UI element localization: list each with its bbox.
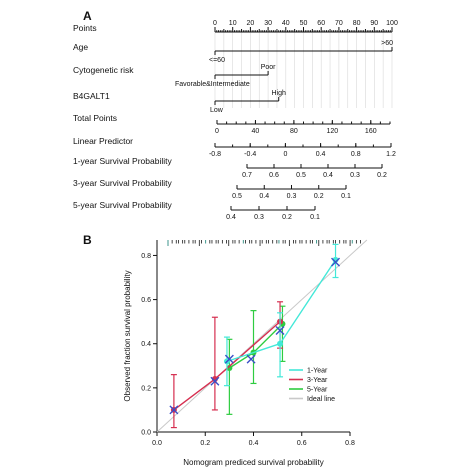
observed-cross bbox=[224, 354, 234, 364]
observed-cross bbox=[169, 405, 179, 415]
nomogram-tick-label: 1.2 bbox=[386, 151, 396, 158]
x-tick-label: 0.8 bbox=[345, 440, 355, 447]
calibration-panel: 0.00.0 0.2 0.2 0.4 0.4 0.6 0.6 0.8 0.8 Nomogram p… bbox=[123, 239, 368, 467]
points-tick-label: 30 bbox=[264, 20, 272, 27]
nomogram-tick-label: 0.4 bbox=[323, 172, 333, 179]
legend-label: 1-Year bbox=[307, 368, 328, 375]
x-tick-label: 0.4 bbox=[249, 440, 259, 447]
nomogram-tick-label: -0.8 bbox=[209, 151, 221, 158]
observed-cross bbox=[246, 354, 256, 364]
nomogram-row-label: 5-year Survival Probability bbox=[73, 200, 172, 210]
nomogram-tick-label: 0.1 bbox=[341, 193, 351, 200]
nomogram-tick-label: 0.4 bbox=[316, 151, 326, 158]
nomogram-tick-label: 0.5 bbox=[232, 193, 242, 200]
x-tick-label: 0.2 bbox=[200, 440, 210, 447]
nomogram-row-label: 1-year Survival Probability bbox=[73, 156, 172, 166]
nomogram-tick-label: 0.3 bbox=[287, 193, 297, 200]
y-tick-label: 0.4 bbox=[141, 341, 151, 348]
nomogram-tick-label: 0.6 bbox=[269, 172, 279, 179]
nomogram-panel: Points Age Cytogenetic risk B4GALT1 Total Po… bbox=[73, 20, 398, 221]
y-axis-title: Observed fraction survival probability bbox=[123, 270, 132, 401]
nomogram-tick-label: 0.1 bbox=[310, 214, 320, 221]
legend-label: Ideal line bbox=[307, 396, 335, 403]
points-tick-label: 90 bbox=[370, 20, 378, 27]
legend-label: 5-Year bbox=[307, 387, 328, 394]
y-tick-label: 0.0 bbox=[141, 430, 151, 437]
points-tick-label: 70 bbox=[335, 20, 343, 27]
observed-cross bbox=[275, 325, 285, 335]
nomogram-row-label: 3-year Survival Probability bbox=[73, 178, 172, 188]
nomogram-tick-label: 0.3 bbox=[254, 214, 264, 221]
nomogram-level-label: <=60 bbox=[209, 57, 225, 64]
nomogram-tick-label: 0.2 bbox=[377, 172, 387, 179]
points-tick-label: 0 bbox=[213, 20, 217, 27]
observed-cross bbox=[210, 376, 220, 386]
nomogram-tick-label: 0 bbox=[283, 151, 287, 158]
nomogram-row-label: Cytogenetic risk bbox=[73, 65, 134, 75]
nomogram-level-label: Low bbox=[210, 107, 224, 114]
nomogram-row-label: Total Points bbox=[73, 113, 117, 123]
data-point bbox=[277, 340, 284, 347]
nomogram-tick-label: 40 bbox=[252, 128, 260, 135]
nomogram-level-label: Poor bbox=[261, 64, 276, 71]
points-tick-label: 100 bbox=[386, 20, 398, 27]
nomogram-tick-label: 0 bbox=[215, 128, 219, 135]
ideal-line bbox=[156, 239, 368, 433]
observed-cross bbox=[331, 257, 341, 267]
nomogram-row-label: B4GALT1 bbox=[73, 91, 110, 101]
nomogram-tick-label: 0.7 bbox=[242, 172, 252, 179]
y-tick-label: 0.8 bbox=[141, 253, 151, 260]
x-tick-label: 0.0 bbox=[152, 440, 162, 447]
nomogram-tick-label: -0.4 bbox=[244, 151, 256, 158]
nomogram-row-label: Age bbox=[73, 42, 88, 52]
nomogram-tick-label: 0.5 bbox=[296, 172, 306, 179]
y-tick-label: 0.2 bbox=[141, 385, 151, 392]
nomogram-tick-label: 80 bbox=[290, 128, 298, 135]
points-tick-label: 80 bbox=[353, 20, 361, 27]
nomogram-level-label: High bbox=[272, 90, 287, 97]
nomogram-level-label: Favorable&Intermediate bbox=[175, 81, 250, 88]
panel-a-label: A bbox=[83, 9, 92, 23]
points-tick-label: 20 bbox=[247, 20, 255, 27]
nomogram-tick-label: 160 bbox=[365, 128, 377, 135]
y-tick-label: 0.6 bbox=[141, 297, 151, 304]
nomogram-row-label: Linear Predictor bbox=[73, 136, 133, 146]
legend-label: 3-Year bbox=[307, 377, 328, 384]
points-tick-label: 50 bbox=[300, 20, 308, 27]
nomogram-tick-label: 0.4 bbox=[226, 214, 236, 221]
nomogram-tick-label: 0.2 bbox=[314, 193, 324, 200]
data-point bbox=[226, 365, 233, 371]
nomogram-tick-label: 0.3 bbox=[350, 172, 360, 179]
x-axis-title: Nomogram prediced survival probability bbox=[183, 458, 324, 467]
nomogram-tick-label: 0.2 bbox=[282, 214, 292, 221]
nomogram-tick-label: 0.4 bbox=[259, 193, 269, 200]
panel-b-label: B bbox=[83, 233, 92, 247]
nomogram-level-label: >60 bbox=[381, 40, 393, 47]
points-tick-label: 40 bbox=[282, 20, 290, 27]
nomogram-row-label: Points bbox=[73, 23, 97, 33]
points-tick-label: 10 bbox=[229, 20, 237, 27]
x-tick-label: 0.6 bbox=[297, 440, 307, 447]
nomogram-tick-label: 0.8 bbox=[351, 151, 361, 158]
points-tick-label: 60 bbox=[317, 20, 325, 27]
nomogram-tick-label: 120 bbox=[326, 128, 338, 135]
